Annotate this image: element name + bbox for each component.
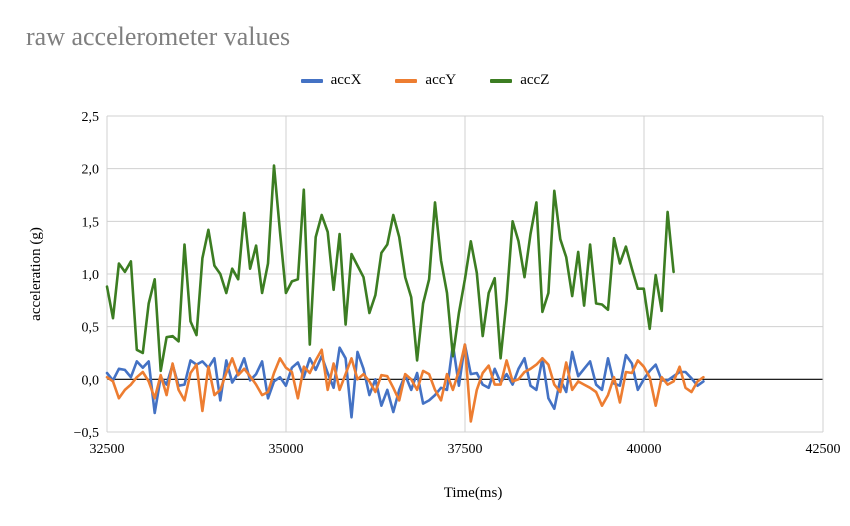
legend-label: accY: [425, 72, 457, 88]
legend-swatch: [490, 78, 513, 83]
x-tick-label: 32500: [90, 442, 125, 457]
y-tick-label: −0,5: [74, 426, 99, 441]
series-line-accY: [105, 343, 705, 423]
chart-title: raw accelerometer values: [26, 22, 291, 51]
legend-item-accX: accX: [300, 72, 362, 89]
legend-item-accZ: accZ: [490, 72, 549, 89]
legend-swatch: [395, 78, 418, 83]
y-tick-label: 1,0: [82, 268, 100, 283]
y-tick-label: 0,5: [82, 321, 100, 336]
legend-item-accY: accY: [395, 72, 456, 89]
x-axis-title: Time(ms): [444, 485, 503, 501]
legend-swatch: [300, 78, 323, 83]
legend-label: accX: [330, 72, 362, 88]
series-line-accZ: [105, 164, 675, 373]
y-axis-title: acceleration (g): [28, 227, 44, 321]
x-tick-label: 37500: [448, 442, 483, 457]
y-tick-label: 2,5: [82, 110, 100, 125]
y-tick-label: 1,5: [82, 215, 100, 230]
x-tick-label: 42500: [806, 442, 841, 457]
x-tick-label: 40000: [627, 442, 662, 457]
legend-label: accZ: [520, 72, 550, 88]
y-tick-label: 2,0: [82, 163, 100, 178]
y-tick-label: 0,0: [82, 373, 100, 388]
x-tick-label: 35000: [269, 442, 304, 457]
legend: accX accY accZ: [0, 72, 850, 89]
